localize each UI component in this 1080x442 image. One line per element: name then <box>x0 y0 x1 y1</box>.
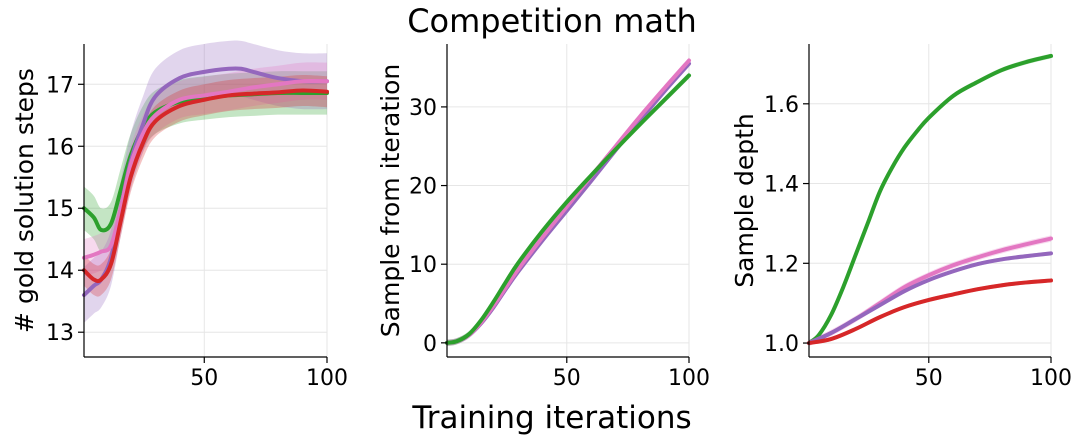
x-tick-label: 100 <box>668 366 710 391</box>
series-line-2 <box>82 78 329 260</box>
y-axis-label: Sample from iteration <box>376 64 405 337</box>
series-line-0 <box>807 53 1053 346</box>
y-tick-label: 0 <box>423 332 437 357</box>
y-tick-label: 1.2 <box>764 252 799 277</box>
series-line-3 <box>807 278 1053 346</box>
x-tick-label: 50 <box>190 366 218 391</box>
panel-gold-solution-steps: 50 100 13 14 15 16 17 # gold solution steps <box>10 40 348 391</box>
series-line-2 <box>445 73 691 345</box>
y-tick-label: 1.6 <box>764 93 799 118</box>
y-tick-label: 1.4 <box>764 173 799 198</box>
y-tick-label: 16 <box>46 135 74 160</box>
y-axis-label: # gold solution steps <box>10 68 39 333</box>
y-tick-label: 10 <box>409 253 437 278</box>
figure-title: Competition math <box>407 2 697 40</box>
y-tick-label: 13 <box>46 321 74 346</box>
x-tick-label: 50 <box>553 366 581 391</box>
y-tick-label: 30 <box>409 96 437 121</box>
y-tick-label: 17 <box>46 73 74 98</box>
series-line-2 <box>807 251 1053 346</box>
x-tick-label: 100 <box>1030 366 1072 391</box>
y-axis-label: Sample depth <box>730 113 759 287</box>
y-tick-label: 14 <box>46 259 74 284</box>
x-axis-label: Training iterations <box>411 400 691 436</box>
x-tick-label: 100 <box>306 366 348 391</box>
series-line-1 <box>807 236 1053 346</box>
y-tick-label: 15 <box>46 197 74 222</box>
x-tick-label: 50 <box>915 366 943 391</box>
y-tick-label: 20 <box>409 175 437 200</box>
series-band-1 <box>84 40 327 323</box>
series-line-3 <box>82 88 329 284</box>
series-band-1 <box>809 235 1051 347</box>
y-tick-label: 1.0 <box>764 332 799 357</box>
